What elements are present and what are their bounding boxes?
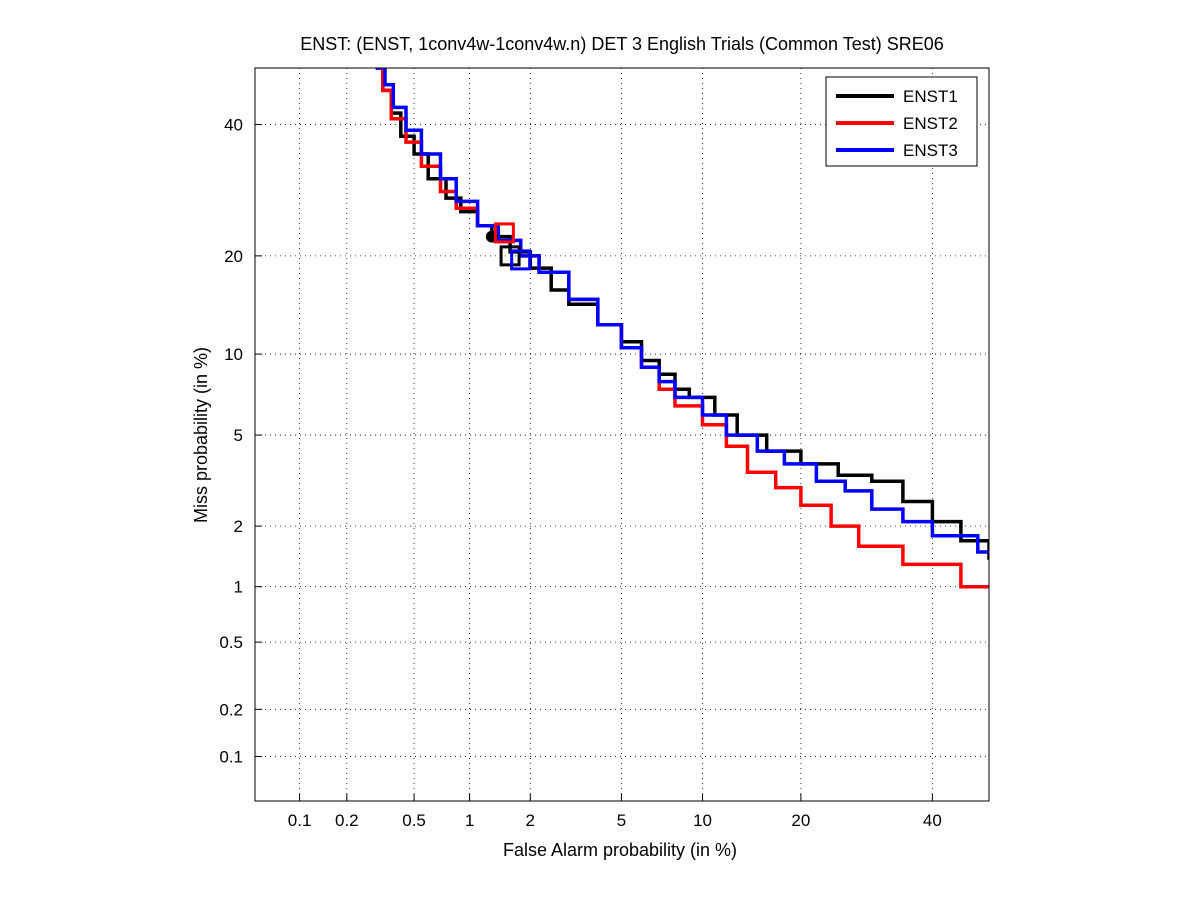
x-tick-label: 40 — [923, 811, 942, 830]
y-tick-label: 0.2 — [219, 700, 243, 719]
x-tick-label: 0.2 — [335, 811, 359, 830]
series-line-enst1 — [375, 68, 989, 560]
x-axis-label: False Alarm probability (in %) — [503, 840, 737, 860]
series-area — [375, 68, 989, 589]
legend-label-enst2: ENST2 — [903, 114, 958, 133]
x-tick-label: 1 — [465, 811, 474, 830]
series-line-enst3 — [375, 68, 989, 554]
series-line-enst2 — [375, 68, 989, 589]
act-dcf-marker-enst2 — [493, 222, 515, 244]
x-tick-label: 10 — [693, 811, 712, 830]
y-tick-label: 0.5 — [219, 633, 243, 652]
x-tick-label: 5 — [617, 811, 626, 830]
y-tick-label: 40 — [224, 116, 243, 135]
plot-background — [255, 68, 989, 801]
markers — [485, 222, 532, 271]
y-tick-label: 10 — [224, 345, 243, 364]
legend: ENST1 ENST2 ENST3 — [825, 76, 978, 167]
legend-label-enst1: ENST1 — [903, 87, 958, 106]
act-dcf-marker-enst1 — [499, 245, 521, 267]
y-tick-labels: 0.1 0.2 0.5 1 2 5 10 20 40 — [219, 116, 243, 767]
plot-frame — [254, 67, 990, 802]
x-tick-label: 0.5 — [402, 811, 426, 830]
x-tick-label: 20 — [791, 811, 810, 830]
gridlines — [255, 68, 989, 801]
y-axis-label: Miss probability (in %) — [191, 347, 211, 523]
y-tick-label: 20 — [224, 247, 243, 266]
x-tick-label: 2 — [526, 811, 535, 830]
y-tick-label: 0.1 — [219, 747, 243, 766]
y-tick-label: 2 — [234, 517, 243, 536]
x-tick-labels: 0.1 0.2 0.5 1 2 5 10 20 40 — [288, 811, 942, 830]
act-dcf-marker-enst3 — [510, 249, 532, 271]
legend-label-enst3: ENST3 — [903, 141, 958, 160]
y-tick-label: 1 — [234, 578, 243, 597]
chart-title: ENST: (ENST, 1conv4w-1conv4w.n) DET 3 En… — [300, 34, 944, 54]
y-tick-label: 5 — [234, 426, 243, 445]
x-tick-label: 0.1 — [288, 811, 312, 830]
